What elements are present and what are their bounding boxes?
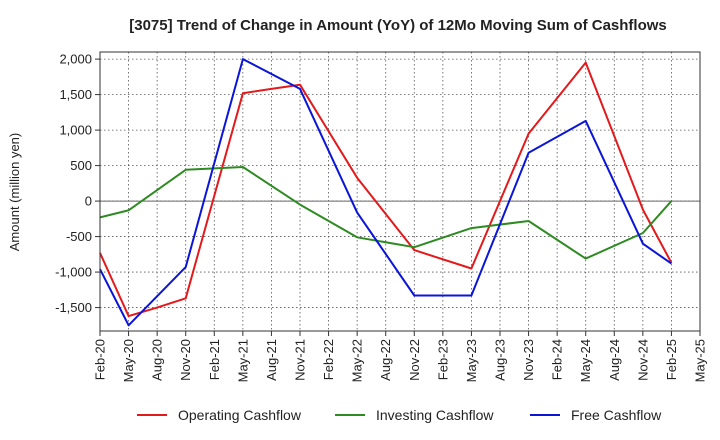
y-tick-label: -1,000 — [55, 265, 92, 280]
chart-title: [3075] Trend of Change in Amount (YoY) o… — [129, 17, 667, 34]
x-tick-label: Nov-24 — [635, 339, 650, 381]
series-line-free-cashflow — [99, 58, 672, 327]
axes — [95, 51, 701, 336]
grid-lines — [99, 52, 701, 331]
plot-background — [100, 52, 700, 331]
x-tick-label: Nov-21 — [293, 339, 308, 381]
plot-frame — [99, 51, 701, 332]
x-tick-label: May-23 — [464, 339, 479, 382]
y-axis-label: Amount (million yen) — [7, 133, 22, 252]
x-tick-label: Feb-22 — [321, 339, 336, 380]
x-tick-label: Feb-20 — [93, 339, 108, 380]
y-tick-label: 1,500 — [59, 87, 92, 102]
x-tick-label: Feb-25 — [664, 339, 679, 380]
y-tick-label: 500 — [70, 158, 92, 173]
y-tick-label: 2,000 — [59, 52, 92, 67]
legend-label: Free Cashflow — [571, 407, 662, 423]
legend-label: Investing Cashflow — [376, 407, 494, 423]
x-tick-label: May-21 — [235, 339, 250, 382]
x-tick-label: May-22 — [350, 339, 365, 382]
x-tick-label: Feb-24 — [550, 339, 565, 380]
y-tick-label: 1,000 — [59, 123, 92, 138]
x-tick-label: May-24 — [578, 339, 593, 382]
y-tick-label: 0 — [85, 194, 92, 209]
x-tick-label: Aug-22 — [378, 339, 393, 381]
series-lines — [99, 58, 673, 327]
x-tick-label: Nov-23 — [521, 339, 536, 381]
x-tick-label: Aug-20 — [150, 339, 165, 381]
y-tick-label: -1,500 — [55, 300, 92, 315]
x-tick-label: Feb-21 — [207, 339, 222, 380]
x-tick-label: Aug-21 — [264, 339, 279, 381]
plot-area — [100, 52, 700, 331]
series-line-investing-cashflow — [99, 166, 673, 260]
y-tick-labels: 2,000 1,500 1,000 500 0 -500 -1,000 -1,500 — [55, 52, 92, 315]
legend: Operating Cashflow Investing Cashflow Free… — [137, 407, 662, 423]
x-tick-label: Aug-23 — [493, 339, 508, 381]
x-tick-label: Nov-20 — [178, 339, 193, 381]
x-tick-label: Nov-22 — [407, 339, 422, 381]
x-tick-label: May-20 — [121, 339, 136, 382]
x-tick-labels: Feb-20 May-20 Aug-20 Nov-20 Feb-21 May-21 Aug-… — [93, 339, 708, 382]
series-line-operating-cashflow — [99, 61, 673, 318]
x-tick-label: Aug-24 — [607, 339, 622, 381]
x-tick-label: May-25 — [693, 339, 708, 382]
y-tick-label: -500 — [66, 229, 92, 244]
legend-label: Operating Cashflow — [178, 407, 302, 423]
x-tick-label: Feb-23 — [435, 339, 450, 380]
